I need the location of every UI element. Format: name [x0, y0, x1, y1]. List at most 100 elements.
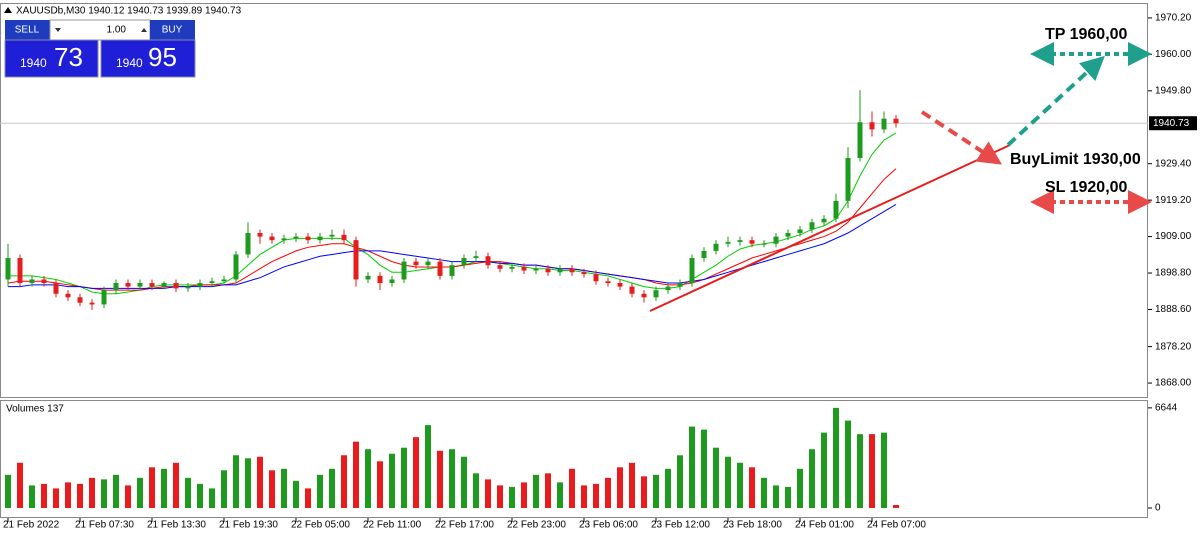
candle-body: [137, 283, 143, 287]
sell-button[interactable]: [5, 20, 50, 40]
volume-pane: [0, 400, 1148, 518]
volume-bar: [497, 485, 503, 508]
ask-box[interactable]: [100, 39, 196, 78]
candle-body: [65, 293, 71, 298]
buy-limit-label: BuyLimit 1930,00: [1010, 151, 1141, 168]
candle-body: [449, 265, 455, 276]
volume-bar: [281, 468, 287, 508]
volume-bar: [149, 467, 155, 508]
y-tick-label: 1929.40: [1155, 158, 1192, 169]
lot-field[interactable]: [49, 19, 151, 41]
x-tick-label: 22 Feb 23:00: [507, 520, 566, 531]
volume-bar: [701, 429, 707, 508]
volume-bar: [377, 461, 383, 508]
volume-bar: [5, 474, 11, 508]
x-tick-label: 23 Feb 06:00: [579, 520, 638, 531]
volume-bar: [665, 468, 671, 508]
candle-body: [593, 274, 599, 282]
y-tick-label: 1878.20: [1155, 341, 1192, 352]
volume-bar: [509, 486, 515, 508]
candle-body: [833, 200, 839, 219]
x-tick-label: 24 Feb 01:00: [795, 520, 854, 531]
volume-bar: [725, 456, 731, 508]
buy-button[interactable]: [150, 20, 195, 40]
volume-bar: [41, 483, 47, 508]
candle-body: [701, 250, 707, 259]
volume-bar: [65, 482, 71, 508]
volume-bar: [869, 434, 875, 508]
candle-body: [353, 240, 359, 280]
volume-bar: [881, 432, 887, 508]
volume-bar: [161, 468, 167, 508]
volume-tick-label: 6644: [1155, 402, 1178, 413]
candle-body: [509, 266, 515, 269]
volume-bar: [257, 456, 263, 508]
volume-bar: [605, 477, 611, 508]
candle-body: [245, 233, 251, 255]
candle-body: [221, 279, 227, 282]
candle-body: [161, 283, 167, 287]
volume-bar: [437, 450, 443, 508]
volume-bar: [797, 468, 803, 508]
bid-box[interactable]: [4, 39, 99, 78]
volume-bar: [29, 485, 35, 508]
lot-up[interactable]: [141, 28, 147, 32]
volume-bar: [641, 476, 647, 508]
volume-bar: [557, 482, 563, 508]
volume-bar: [821, 432, 827, 508]
candle-body: [809, 222, 815, 230]
candle-body: [233, 254, 239, 280]
candle-body: [485, 256, 491, 266]
volume-bar: [833, 407, 839, 508]
volume-bar: [305, 488, 311, 508]
volume-bar: [389, 453, 395, 508]
candle-body: [437, 261, 443, 276]
pullback-arrow: [920, 110, 1003, 165]
y-tick-label: 1868.00: [1155, 378, 1192, 389]
candle-body: [725, 241, 731, 244]
candle-body: [209, 281, 215, 284]
volume-bar: [785, 486, 791, 508]
target-arrow: [1006, 55, 1105, 147]
volume-bar: [341, 455, 347, 508]
volume-bar: [893, 504, 899, 508]
volume-bar: [581, 485, 587, 508]
candle-body: [257, 233, 263, 237]
bid-small: 73: [54, 42, 83, 72]
candle-body: [197, 283, 203, 287]
volume-bar: [329, 468, 335, 508]
volume-bar: [185, 477, 191, 508]
last-price-label: 1940.73: [1153, 118, 1190, 129]
candle-body: [773, 236, 779, 244]
candle-body: [665, 286, 671, 291]
x-tick-label: 23 Feb 18:00: [723, 520, 782, 531]
volume-bar: [545, 473, 551, 508]
y-tick-label: 1898.80: [1155, 268, 1192, 279]
candle-body: [281, 238, 287, 241]
y-tick-label: 1919.20: [1155, 195, 1192, 206]
volume-bar: [365, 449, 371, 508]
y-tick-label: 1909.00: [1155, 231, 1192, 242]
volume-bar: [233, 455, 239, 508]
candle-body: [317, 236, 323, 241]
volume-bar: [197, 483, 203, 508]
y-tick-label: 1949.80: [1155, 85, 1192, 96]
volume-bar: [293, 480, 299, 508]
volume-title: Volumes 137: [6, 404, 64, 415]
x-tick-label: 21 Feb 2022: [3, 520, 60, 531]
candle-body: [341, 234, 347, 241]
volume-bar: [125, 485, 131, 508]
volume-bar: [857, 434, 863, 508]
candle-body: [101, 290, 107, 305]
volume-bar: [113, 474, 119, 508]
trade-panel: SELL 1.00 BUY 1940 73 1940 95: [4, 19, 196, 78]
candle-body: [581, 272, 587, 275]
candle-body: [53, 283, 59, 294]
candle-body: [425, 261, 431, 266]
candle-body: [41, 279, 47, 284]
lot-down[interactable]: [55, 28, 61, 32]
candle-body: [89, 302, 95, 305]
volume-tick-label: 0: [1155, 503, 1161, 514]
x-tick-label: 22 Feb 17:00: [435, 520, 494, 531]
volume-bar: [809, 449, 815, 508]
